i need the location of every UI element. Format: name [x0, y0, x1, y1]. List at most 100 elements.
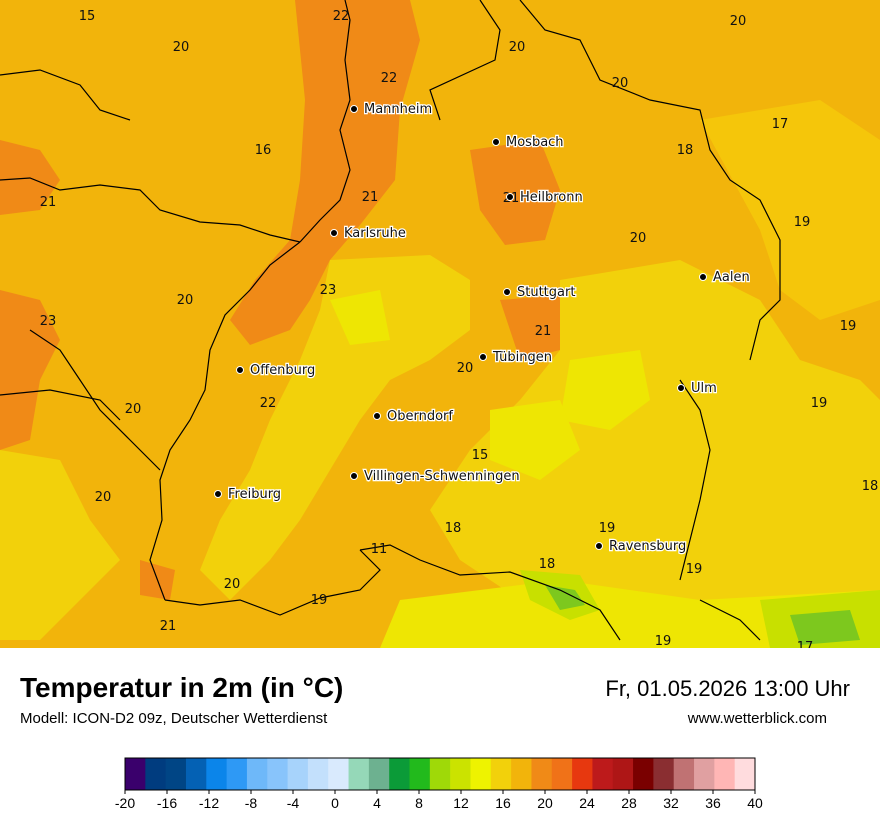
legend-swatch: [389, 758, 411, 790]
temperature-value: 19: [311, 593, 328, 608]
city-dot-oberndorf[interactable]: [373, 412, 381, 420]
temperature-value: 19: [811, 396, 828, 411]
bavaria-border-north: [519, 0, 781, 361]
temperature-value: 18: [445, 521, 462, 536]
legend-tick-label: -16: [157, 795, 177, 811]
lake-area-light: [380, 580, 880, 648]
temperature-value: 20: [612, 76, 629, 91]
bavaria-border-south: [679, 379, 711, 581]
legend-tick-label: 40: [747, 795, 763, 811]
legend-swatch: [348, 758, 370, 790]
city-label-heilbronn: Heilbronn: [520, 190, 583, 205]
legend-swatch: [592, 758, 614, 790]
rhine-border-north: [299, 0, 351, 243]
stuttgart-warm-patch: [500, 295, 560, 360]
legend-swatch: [267, 758, 289, 790]
legend-swatch: [470, 758, 492, 790]
city-dot-mannheim[interactable]: [350, 105, 358, 113]
city-label-freiburg: Freiburg: [228, 487, 281, 502]
city-label-offenburg: Offenburg: [250, 363, 315, 378]
website-link[interactable]: www.wetterblick.com: [687, 710, 827, 727]
temperature-value: 20: [730, 14, 747, 29]
temperature-value: 15: [79, 9, 96, 24]
west-warm-patch: [0, 290, 60, 450]
city-dot-stuttgart[interactable]: [503, 288, 511, 296]
temperature-value: 22: [381, 71, 398, 86]
alb-light-patch-2: [490, 400, 580, 480]
legend-swatch: [307, 758, 329, 790]
city-dot-ravensburg[interactable]: [595, 542, 603, 550]
temperature-value: 20: [509, 40, 526, 55]
temperature-value: 21: [40, 195, 57, 210]
alps-green: [790, 610, 860, 645]
temperature-value: 23: [40, 314, 57, 329]
legend-swatch: [328, 758, 350, 790]
legend-swatch: [714, 758, 736, 790]
temperature-value: 18: [677, 143, 694, 158]
city-label-mannheim: Mannheim: [364, 102, 432, 117]
legend-swatch: [409, 758, 431, 790]
legend-swatch: [694, 758, 715, 790]
color-legend: -20 -16 -12 -8 -4 0 4 8 12 16 20 24 28 32 36 40: [0, 748, 880, 828]
temperature-value: 21: [362, 190, 379, 205]
temperature-value: 20: [457, 361, 474, 376]
legend-swatch: [653, 758, 675, 790]
temperature-map[interactable]: 15 22 20 20 22 20 20 16 17 18 21 21 21 19 20 20 23 23 19 21…: [0, 0, 880, 648]
temperature-value: 21: [535, 324, 552, 339]
legend-tick-label: 8: [415, 795, 423, 811]
black-forest-cool-zone: [200, 255, 470, 600]
legend-swatch: [246, 758, 268, 790]
city-dot-aalen[interactable]: [699, 273, 707, 281]
city-dot-freiburg[interactable]: [214, 490, 222, 498]
legend-tick-label: 4: [373, 795, 381, 811]
city-label-mosbach: Mosbach: [506, 135, 564, 150]
legend-swatch: [450, 758, 471, 790]
city-dot-offenburg[interactable]: [236, 366, 244, 374]
city-label-aalen: Aalen: [713, 270, 750, 285]
city-label-stuttgart: Stuttgart: [517, 285, 575, 300]
legend-swatch: [287, 758, 309, 790]
temperature-value: 20: [95, 490, 112, 505]
austria-border: [699, 599, 761, 641]
legend-tick-label: -12: [199, 795, 219, 811]
city-dot-villingen-schwenningen[interactable]: [350, 472, 358, 480]
temperature-value: 22: [333, 9, 350, 24]
city-label-tübingen: Tübingen: [492, 350, 552, 365]
legend-swatch: [490, 758, 512, 790]
temperature-value: 18: [539, 557, 556, 572]
legend-swatch: [368, 758, 390, 790]
state-border-north-west: [0, 177, 301, 243]
legend-tick-label: 32: [663, 795, 679, 811]
legend-swatch: [633, 758, 654, 790]
city-dot-heilbronn[interactable]: [506, 193, 514, 201]
legend-tick-label: 28: [621, 795, 637, 811]
temperature-value: 22: [260, 396, 277, 411]
city-dot-mosbach[interactable]: [492, 138, 500, 146]
temperature-value: 23: [320, 283, 337, 298]
hesse-border: [429, 0, 501, 121]
legend-tick-label: 0: [331, 795, 339, 811]
city-label-ravensburg: Ravensburg: [609, 539, 686, 554]
legend-swatch: [511, 758, 532, 790]
legend-tick-label: 12: [453, 795, 469, 811]
city-label-karlsruhe: Karlsruhe: [344, 226, 406, 241]
city-dot-tübingen[interactable]: [479, 353, 487, 361]
temperature-value: 16: [255, 143, 272, 158]
legend-swatch: [551, 758, 573, 790]
city-dot-karlsruhe[interactable]: [330, 229, 338, 237]
legend-tick-label: 20: [537, 795, 553, 811]
city-dot-ulm[interactable]: [677, 384, 685, 392]
southwest-cool-zone: [0, 450, 120, 640]
swiss-border: [359, 544, 621, 641]
temperature-value: 17: [772, 117, 789, 132]
borders: [0, 0, 781, 641]
map-title: Temperatur in 2m (in °C): [20, 672, 344, 703]
temperature-value: 19: [655, 634, 672, 648]
city-label-ulm: Ulm: [691, 381, 717, 396]
temperature-value: 21: [160, 619, 177, 634]
temperature-value: 20: [173, 40, 190, 55]
legend-tick-label: -20: [115, 795, 135, 811]
temperature-value: 20: [125, 402, 142, 417]
legend-tick-label: 16: [495, 795, 511, 811]
legend-tick-label: 24: [579, 795, 595, 811]
